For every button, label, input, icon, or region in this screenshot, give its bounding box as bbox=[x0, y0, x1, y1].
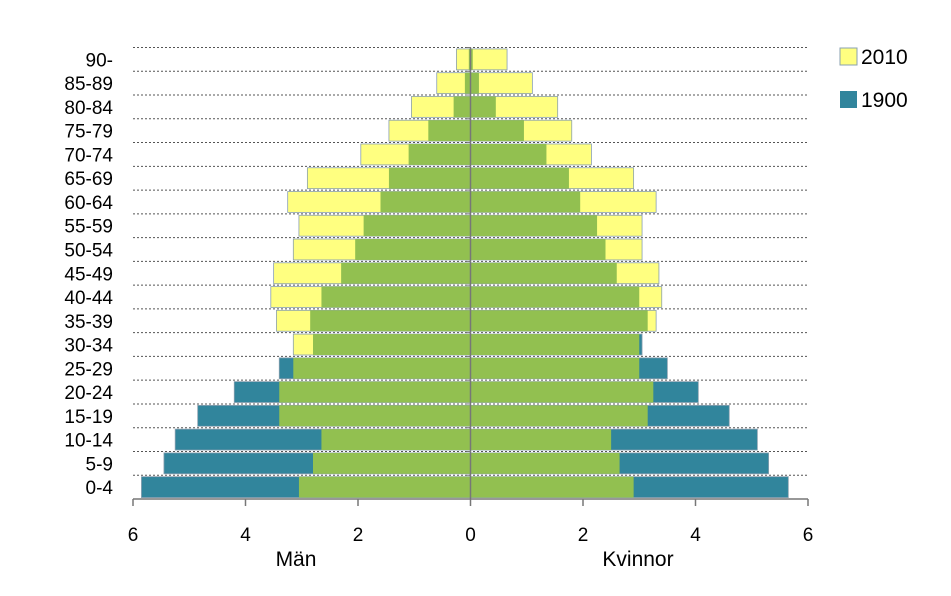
legend-swatch-2010 bbox=[839, 47, 858, 66]
bar-overlap-men-20-24 bbox=[279, 381, 471, 403]
y-tick-label: 90- bbox=[86, 50, 113, 71]
y-tick-label: 45-49 bbox=[64, 264, 113, 285]
bar-2010-men-90- bbox=[456, 48, 471, 71]
bar-overlap-men-90- bbox=[468, 48, 471, 70]
x-axis-label-men: Män bbox=[276, 548, 317, 571]
y-tick-label: 40-44 bbox=[64, 288, 113, 309]
bar-overlap-men-80-84 bbox=[453, 96, 471, 118]
bar-overlap-women-20-24 bbox=[470, 381, 654, 403]
legend-label-1900: 1900 bbox=[861, 89, 908, 112]
bar-overlap-women-65-69 bbox=[470, 167, 569, 189]
bar-2010-women-85-89 bbox=[470, 72, 533, 95]
x-tick-label: 4 bbox=[690, 525, 701, 546]
y-tick-label: 5-9 bbox=[86, 454, 113, 475]
bar-overlap-men-85-89 bbox=[464, 72, 471, 94]
bar-2010-women-90- bbox=[470, 48, 508, 71]
bar-overlap-men-50-54 bbox=[355, 239, 471, 260]
x-tick-label: 0 bbox=[465, 525, 476, 546]
y-tick-label: 50-54 bbox=[64, 240, 113, 261]
bar-overlap-men-35-39 bbox=[310, 310, 471, 332]
bar-overlap-men-65-69 bbox=[388, 167, 471, 189]
x-tick-label: 6 bbox=[803, 525, 814, 546]
bar-overlap-men-40-44 bbox=[321, 286, 471, 308]
bar-overlap-men-55-59 bbox=[363, 215, 471, 237]
bar-overlap-women-0-4 bbox=[470, 476, 634, 498]
bar-overlap-women-70-74 bbox=[470, 143, 547, 165]
y-tick-label: 35-39 bbox=[64, 312, 113, 333]
bar-overlap-women-75-79 bbox=[470, 120, 524, 142]
bar-overlap-women-50-54 bbox=[470, 239, 606, 260]
bar-overlap-women-35-39 bbox=[470, 310, 648, 332]
x-tick-labels: 6 4 2 0 2 4 6 bbox=[128, 525, 814, 546]
y-tick-label: 30-34 bbox=[64, 336, 113, 357]
y-tick-label: 55-59 bbox=[64, 217, 113, 238]
legend-label-2010: 2010 bbox=[861, 46, 908, 69]
bar-overlap-women-90- bbox=[470, 48, 473, 70]
y-tick-label: 25-29 bbox=[64, 359, 113, 380]
x-tick-label: 6 bbox=[128, 525, 139, 546]
y-tick-label: 15-19 bbox=[64, 407, 113, 428]
bar-overlap-men-15-19 bbox=[279, 405, 471, 427]
bar-overlap-women-25-29 bbox=[470, 357, 640, 379]
bar-overlap-women-40-44 bbox=[470, 286, 640, 308]
y-tick-label: 75-79 bbox=[64, 122, 113, 143]
y-tick-label: 80-84 bbox=[64, 98, 113, 119]
y-tick-label: 65-69 bbox=[64, 169, 113, 190]
bar-overlap-women-85-89 bbox=[470, 72, 479, 94]
bar-overlap-women-5-9 bbox=[470, 452, 620, 474]
bar-overlap-men-75-79 bbox=[428, 120, 471, 142]
bar-overlap-men-45-49 bbox=[341, 262, 471, 284]
bar-overlap-men-30-34 bbox=[313, 334, 471, 355]
y-tick-label: 0-4 bbox=[86, 478, 114, 499]
legend-swatch-1900 bbox=[840, 91, 857, 108]
legend: 2010 1900 bbox=[839, 46, 908, 112]
y-tick-label: 60-64 bbox=[64, 193, 113, 214]
bar-overlap-women-15-19 bbox=[470, 405, 648, 427]
axes bbox=[132, 47, 809, 506]
bar-overlap-women-60-64 bbox=[470, 191, 581, 213]
bar-overlap-men-0-4 bbox=[298, 476, 471, 498]
bar-overlap-women-55-59 bbox=[470, 215, 598, 237]
y-tick-label: 85-89 bbox=[64, 74, 113, 95]
bar-overlap-women-45-49 bbox=[470, 262, 617, 284]
bar-overlap-men-60-64 bbox=[380, 191, 471, 213]
bar-overlap-men-5-9 bbox=[313, 452, 471, 474]
y-tick-label: 20-24 bbox=[64, 383, 113, 404]
x-tick-label: 2 bbox=[353, 525, 364, 546]
bar-overlap-men-10-14 bbox=[321, 429, 471, 451]
bar-overlap-men-25-29 bbox=[293, 357, 471, 379]
y-tick-label: 70-74 bbox=[64, 145, 113, 166]
bar-overlap-women-10-14 bbox=[470, 429, 612, 451]
bar-overlap-women-80-84 bbox=[470, 96, 496, 118]
bar-overlap-women-30-34 bbox=[470, 334, 640, 355]
x-axis-label-women: Kvinnor bbox=[602, 548, 673, 571]
y-tick-label: 10-14 bbox=[64, 431, 113, 452]
bar-overlap-men-70-74 bbox=[408, 143, 471, 165]
bars bbox=[141, 48, 789, 498]
x-tick-label: 2 bbox=[578, 525, 589, 546]
x-tick-label: 4 bbox=[240, 525, 251, 546]
